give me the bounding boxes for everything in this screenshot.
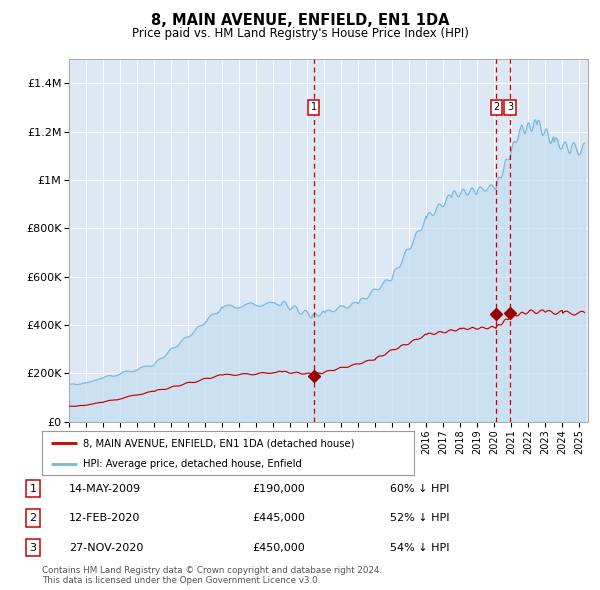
- Text: 2: 2: [493, 103, 500, 112]
- Text: 54% ↓ HPI: 54% ↓ HPI: [390, 543, 449, 552]
- Text: 60% ↓ HPI: 60% ↓ HPI: [390, 484, 449, 493]
- Text: 14-MAY-2009: 14-MAY-2009: [69, 484, 141, 493]
- Text: Price paid vs. HM Land Registry's House Price Index (HPI): Price paid vs. HM Land Registry's House …: [131, 27, 469, 40]
- Text: HPI: Average price, detached house, Enfield: HPI: Average price, detached house, Enfi…: [83, 459, 302, 469]
- Text: 1: 1: [310, 103, 317, 112]
- Text: Contains HM Land Registry data © Crown copyright and database right 2024.
This d: Contains HM Land Registry data © Crown c…: [42, 566, 382, 585]
- Text: 8, MAIN AVENUE, ENFIELD, EN1 1DA: 8, MAIN AVENUE, ENFIELD, EN1 1DA: [151, 13, 449, 28]
- Text: 12-FEB-2020: 12-FEB-2020: [69, 513, 140, 523]
- Text: 8, MAIN AVENUE, ENFIELD, EN1 1DA (detached house): 8, MAIN AVENUE, ENFIELD, EN1 1DA (detach…: [83, 438, 355, 448]
- Text: 52% ↓ HPI: 52% ↓ HPI: [390, 513, 449, 523]
- Text: 3: 3: [507, 103, 513, 112]
- Text: 3: 3: [29, 543, 37, 552]
- Text: 2: 2: [29, 513, 37, 523]
- Text: 1: 1: [29, 484, 37, 493]
- Text: £450,000: £450,000: [252, 543, 305, 552]
- Text: £445,000: £445,000: [252, 513, 305, 523]
- Text: £190,000: £190,000: [252, 484, 305, 493]
- Text: 27-NOV-2020: 27-NOV-2020: [69, 543, 143, 552]
